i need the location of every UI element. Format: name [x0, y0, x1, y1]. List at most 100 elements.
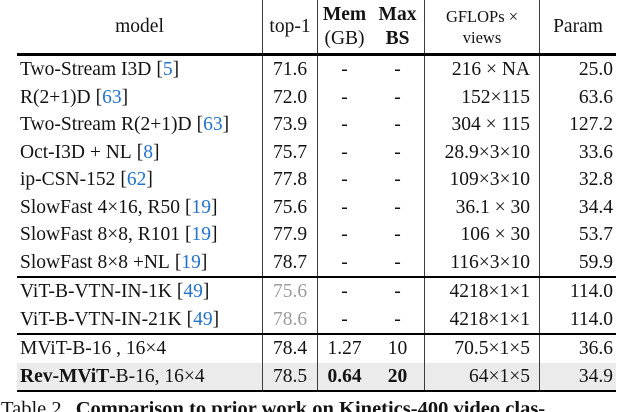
header-top1: top-1 [263, 0, 318, 53]
cell-top1: 78.4 [263, 335, 318, 363]
cell-top1: 78.6 [263, 305, 318, 333]
cell-top1: 72.0 [263, 83, 318, 111]
citation-bracket: [ [184, 224, 192, 245]
header-max-label: Max [378, 3, 417, 25]
citation-link[interactable]: 19 [191, 196, 211, 218]
cell-mem: - [341, 141, 348, 163]
cell-gflops: 36.1 × 30 [425, 193, 540, 221]
header-mem-max-group: Mem (GB) Max BS [318, 0, 425, 53]
caption-label: Table 2. [1, 398, 67, 412]
model-name: ViT-B-VTN-IN-21K [20, 308, 182, 330]
cell-top1: 77.8 [263, 166, 318, 194]
cell-param: 53.7 [578, 224, 613, 245]
cell-gflops: 216 × NA [425, 56, 540, 84]
citation-link[interactable]: 5 [162, 59, 173, 80]
citation-bracket: [ [176, 281, 184, 302]
citation-link[interactable]: 49 [183, 281, 203, 302]
cell-mem: - [341, 281, 348, 302]
header-mem: Mem (GB) [318, 0, 371, 53]
cell-mem: - [341, 59, 348, 80]
cell-top1: 71.6 [263, 56, 318, 84]
cell-gflops: 28.9×3×10 [425, 138, 540, 166]
model-name: ip-CSN-152 [20, 169, 116, 190]
cell-gflops: 106 × 30 [425, 221, 540, 249]
citation: [19] [175, 252, 208, 273]
cell-gflops: 304 × 115 [425, 111, 540, 139]
cell-bs: - [371, 111, 425, 139]
cell-top1: 75.7 [263, 138, 318, 166]
cell-bs: - [371, 166, 425, 194]
model-name: Two-Stream R(2+1)D [20, 114, 192, 135]
cell-mem: - [341, 196, 348, 218]
cell-gflops: 116×3×10 [425, 248, 540, 276]
cell-param: 36.6 [578, 338, 613, 359]
citation-bracket: [ [186, 308, 194, 330]
citation-bracket: ] [202, 281, 210, 302]
citation-bracket: ] [146, 169, 153, 190]
cell-model: Rev-MViT-B-16, 16×4 [17, 362, 263, 390]
cell-bs: - [371, 305, 425, 333]
cell-top1: 78.5 [263, 362, 318, 390]
citation-link[interactable]: 62 [126, 169, 147, 190]
model-name: R(2+1)D [20, 86, 91, 108]
table-row: SlowFast 4×16, R50 [19] 75.6 - - 36.1 × 3… [17, 193, 616, 221]
citation-bracket: ] [210, 196, 218, 218]
citation-link[interactable]: 8 [143, 141, 153, 163]
header-gflops: GFLOPs × views [425, 0, 540, 53]
header-max-bs: Max BS [371, 0, 424, 53]
cell-gflops: 109×3×10 [425, 166, 540, 194]
citation-bracket: ] [212, 308, 220, 330]
cell-top1: 77.9 [263, 221, 318, 249]
header-bs-label: BS [385, 27, 410, 49]
table-row: ip-CSN-152 [62] 77.8 - - 109×3×10 32.8 [17, 166, 616, 194]
cell-mem: - [341, 169, 348, 190]
citation: [63] [197, 114, 230, 135]
citation: [49] [177, 281, 210, 302]
citation-bracket: ] [121, 86, 129, 108]
table-row: ViT-B-VTN-IN-1K [49] 75.6 - - 4218×1×1 11… [17, 278, 616, 306]
table-row: Two-Stream R(2+1)D [63] 73.9 - - 304 × 11… [17, 111, 616, 139]
citation-link[interactable]: 63 [203, 114, 223, 135]
citation: [19] [185, 197, 218, 218]
citation-bracket: [ [156, 59, 163, 80]
citation: [49] [187, 309, 220, 330]
citation-bracket: [ [196, 114, 204, 135]
model-name: Two-Stream I3D [20, 59, 152, 80]
citation-bracket: [ [184, 196, 192, 218]
table-row: MViT-B-16 , 16×4 78.4 1.27 10 70.5×1×5 3… [17, 335, 616, 363]
citation: [8] [137, 142, 160, 163]
cell-top1: 73.9 [263, 111, 318, 139]
cell-top1: 75.6 [263, 278, 318, 306]
citation-bracket: ] [210, 224, 218, 245]
cell-model: SlowFast 8×8 +NL [19] [17, 248, 263, 276]
citation-link[interactable]: 19 [181, 251, 201, 273]
cell-bs: 10 [371, 335, 425, 363]
cell-bs: - [371, 56, 425, 84]
table-row: Oct-I3D + NL [8] 75.7 - - 28.9×3×10 33.6 [17, 138, 616, 166]
cell-param: 114.0 [569, 281, 613, 302]
cell-param: 33.6 [578, 141, 613, 163]
cell-mem: - [341, 114, 348, 135]
model-name: MViT-B-16 , 16×4 [20, 338, 167, 359]
citation-link[interactable]: 63 [102, 86, 122, 108]
cell-gflops: 70.5×1×5 [425, 335, 540, 363]
cell-mem: 0.64 [327, 365, 362, 387]
model-name: ViT-B-VTN-IN-1K [20, 281, 172, 302]
cell-model: Two-Stream R(2+1)D [63] [17, 111, 263, 139]
citation: [63] [96, 87, 129, 108]
citation: [19] [185, 224, 218, 245]
citation-link[interactable]: 49 [193, 308, 213, 330]
cell-param: 32.8 [578, 169, 613, 190]
cell-model: Oct-I3D + NL [8] [17, 138, 263, 166]
cell-mem: - [341, 251, 348, 273]
header-gflops-line2: views [462, 27, 502, 47]
table-row: R(2+1)D [63] 72.0 - - 152×115 63.6 [17, 83, 616, 111]
citation-link[interactable]: 19 [191, 224, 211, 245]
cell-bs: - [371, 278, 425, 306]
cell-gflops: 64×1×5 [425, 362, 540, 390]
table-caption: Table 2. Comparison to prior work on Kine… [0, 398, 640, 412]
cell-gflops: 4218×1×1 [425, 305, 540, 333]
header-model: model [17, 0, 263, 53]
header-gflops-line1: GFLOPs × [445, 6, 519, 26]
